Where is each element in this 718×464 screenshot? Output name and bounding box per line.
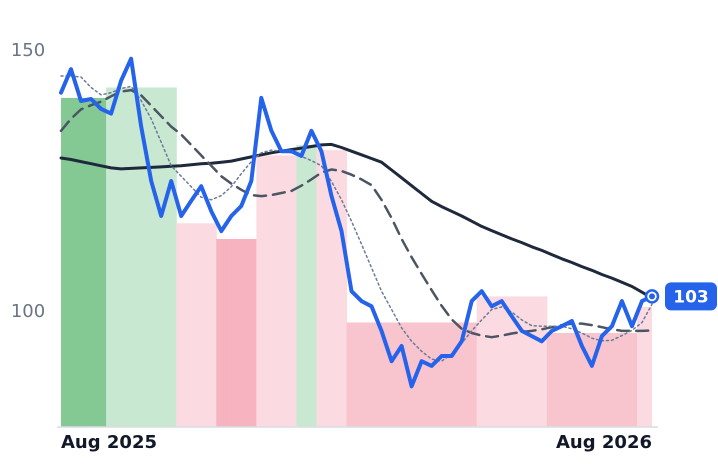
band [536,296,548,427]
band [426,322,438,427]
band [66,97,77,427]
band [636,306,648,427]
band [246,238,257,427]
value-label: 103 [673,287,709,307]
y-tick-label: 100 [11,301,45,322]
y-tick-label: 150 [11,40,45,61]
band [106,87,117,427]
band [556,332,568,427]
band [256,155,267,427]
band [126,87,137,427]
band [76,97,87,427]
x-tick-label: Aug 2026 [556,432,652,453]
band [516,296,528,427]
band [436,322,448,427]
band [456,322,468,427]
band [61,97,67,427]
band [606,332,618,427]
band [156,87,167,427]
series-line [59,142,654,300]
band [216,238,227,427]
band [206,223,217,427]
band [506,296,518,427]
value-badge [665,282,717,311]
band [586,332,598,427]
band [446,322,458,427]
band [86,97,97,427]
band [176,223,187,427]
band [526,296,538,427]
band [496,296,508,427]
band [566,332,578,427]
band [406,322,418,427]
band [336,150,348,427]
band [356,322,368,427]
band [196,223,207,427]
band [466,322,478,427]
band [186,223,197,427]
band [626,332,638,427]
band [596,332,608,427]
x-tick-label: Aug 2025 [61,432,157,453]
last-point-dot [649,293,655,300]
band [286,155,297,427]
band [386,322,398,427]
series-line [60,75,653,362]
band [346,322,358,427]
band [546,332,558,427]
band [266,155,277,427]
band [116,87,127,427]
band [296,144,308,427]
band [276,155,287,427]
band [416,322,428,427]
band [396,322,408,427]
band [376,322,388,427]
band [226,238,237,427]
band [166,87,177,427]
band [96,97,107,427]
band [316,150,328,427]
band [146,87,157,427]
band [476,296,488,427]
series-line [59,88,654,339]
band [616,332,628,427]
lines [59,56,654,389]
series-line [59,56,654,389]
band [486,296,498,427]
band [236,238,247,427]
band [136,87,147,427]
band [326,150,338,427]
band [306,144,318,427]
bands [61,87,652,427]
band [366,322,378,427]
band [576,332,588,427]
band [646,306,652,427]
